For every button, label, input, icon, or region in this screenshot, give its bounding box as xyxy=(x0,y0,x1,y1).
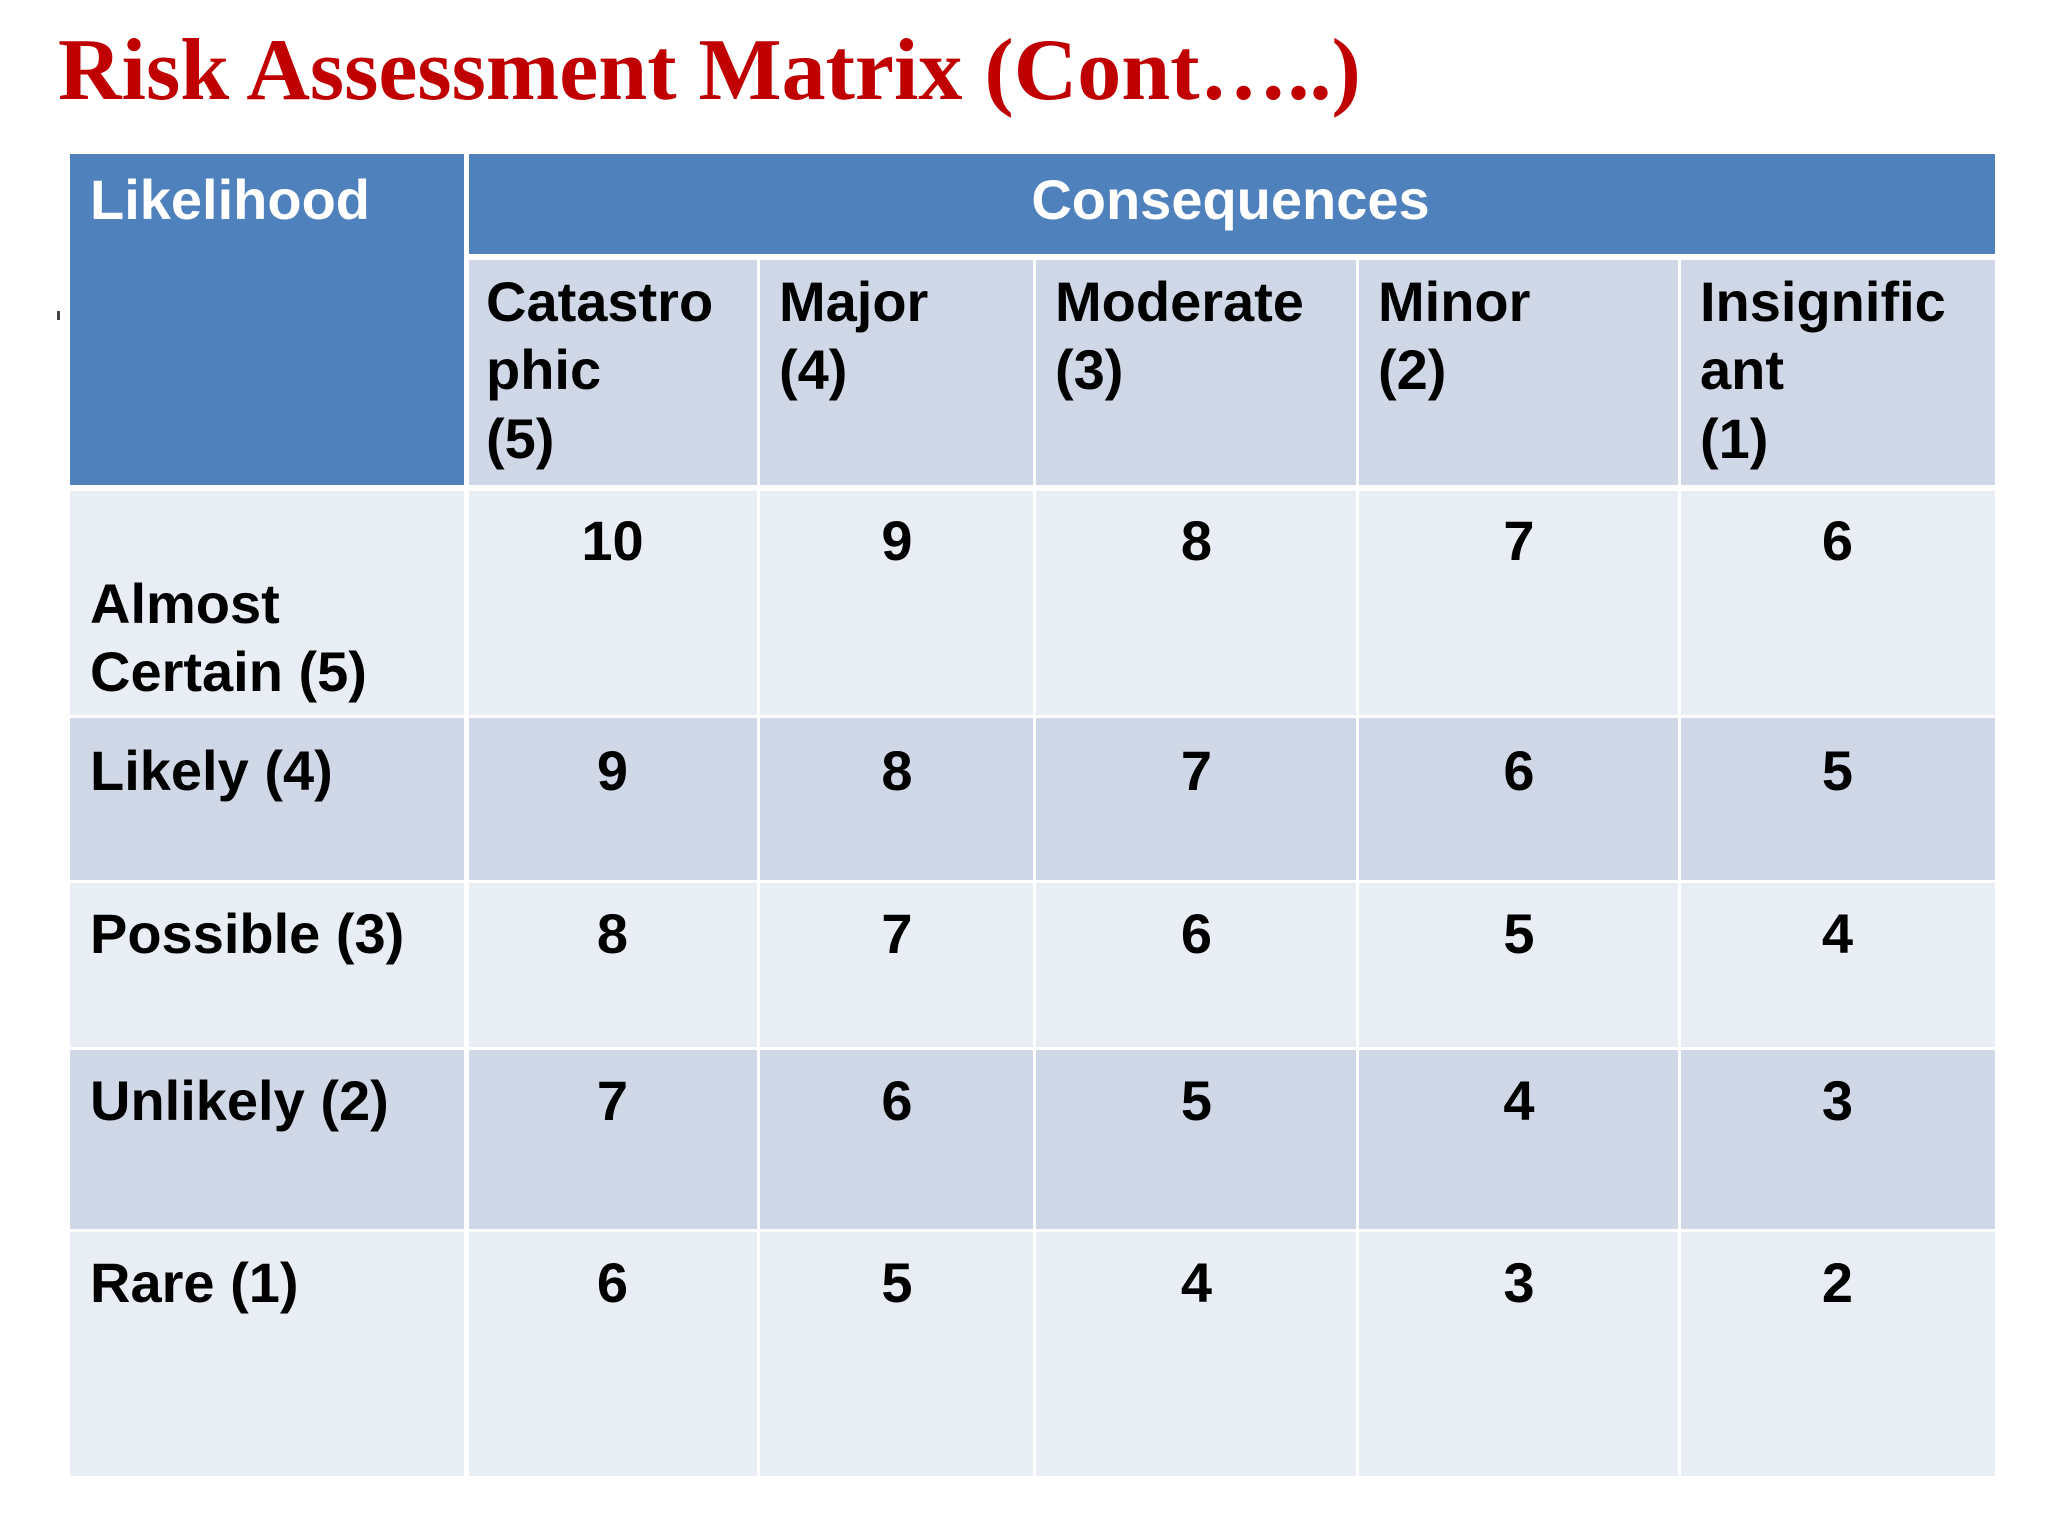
grid-line-horizontal xyxy=(70,715,1995,718)
cell-text-line: Major xyxy=(779,270,929,333)
grid-line-vertical xyxy=(464,154,469,1476)
cell-text-line: Likely (4) xyxy=(90,739,333,802)
risk-score-cell: 4 xyxy=(1035,1231,1358,1476)
stray-mark xyxy=(57,311,60,320)
risk-score-cell: 5 xyxy=(1035,1049,1358,1231)
risk-score-cell: 8 xyxy=(466,882,759,1049)
risk-score-cell: 6 xyxy=(1680,487,1995,717)
cell-text-line: (4) xyxy=(779,338,848,402)
risk-score-cell: 3 xyxy=(1358,1231,1680,1476)
consequence-column-header: Major (4) xyxy=(759,256,1035,487)
consequence-column-header: Moderate (3) xyxy=(1035,256,1358,487)
grid-line-horizontal xyxy=(70,1229,1995,1232)
risk-score-cell: 7 xyxy=(759,882,1035,1049)
grid-line-vertical xyxy=(1356,256,1359,1476)
risk-score-cell: 4 xyxy=(1358,1049,1680,1231)
risk-score-cell: 3 xyxy=(1680,1049,1995,1231)
grid-line-horizontal xyxy=(466,254,1995,260)
risk-matrix-table: Likelihood Consequences Catastro phic (5) Maj… xyxy=(70,154,1995,1476)
slide-title: Risk Assessment Matrix (Cont…..) xyxy=(58,22,1361,119)
risk-score-cell: 9 xyxy=(466,717,759,882)
cell-text-line: (3) xyxy=(1055,338,1124,402)
risk-score-cell: 7 xyxy=(1358,487,1680,717)
likelihood-row-label: Possible (3) xyxy=(70,882,466,1049)
cell-text-line: ant xyxy=(1700,338,1784,402)
cell-text-line: Insignific xyxy=(1700,270,1946,333)
likelihood-row-label: Almost Certain (5) xyxy=(70,487,466,717)
likelihood-row-label: Likely (4) xyxy=(70,717,466,882)
cell-text-line: (2) xyxy=(1378,338,1447,402)
cell-text-line: (5) xyxy=(486,406,555,470)
cell-text-line: (1) xyxy=(1700,406,1769,470)
risk-score-cell: 7 xyxy=(1035,717,1358,882)
risk-score-cell: 6 xyxy=(1358,717,1680,882)
grid-line-vertical xyxy=(757,256,760,1476)
grid-line-horizontal xyxy=(70,485,1995,491)
risk-score-cell: 8 xyxy=(759,717,1035,882)
cell-text-line: Certain (5) xyxy=(90,640,367,704)
risk-score-cell: 10 xyxy=(466,487,759,717)
risk-score-cell: 6 xyxy=(466,1231,759,1476)
consequences-header: Consequences xyxy=(466,154,1995,256)
likelihood-header: Likelihood xyxy=(70,154,466,487)
risk-score-cell: 5 xyxy=(1358,882,1680,1049)
cell-text-line: Minor xyxy=(1378,270,1531,333)
risk-score-cell: 7 xyxy=(466,1049,759,1231)
cell-text-line: Moderate xyxy=(1055,270,1304,333)
risk-score-cell: 5 xyxy=(1680,717,1995,882)
risk-score-cell: 6 xyxy=(1035,882,1358,1049)
risk-score-cell: 4 xyxy=(1680,882,1995,1049)
cell-text-line: Catastro xyxy=(486,270,714,333)
likelihood-row-label: Unlikely (2) xyxy=(70,1049,466,1231)
consequence-column-header: Insignific ant (1) xyxy=(1680,256,1995,487)
grid-line-vertical xyxy=(1033,256,1036,1476)
risk-score-cell: 8 xyxy=(1035,487,1358,717)
risk-score-cell: 9 xyxy=(759,487,1035,717)
likelihood-row-label: Rare (1) xyxy=(70,1231,466,1476)
cell-text-line: Unlikely (2) xyxy=(90,1069,389,1132)
grid-line-horizontal xyxy=(70,1047,1995,1050)
risk-score-cell: 2 xyxy=(1680,1231,1995,1476)
consequence-column-header: Catastro phic (5) xyxy=(466,256,759,487)
risk-score-cell: 6 xyxy=(759,1049,1035,1231)
cell-text-line: Rare (1) xyxy=(90,1251,299,1314)
consequence-column-header: Minor (2) xyxy=(1358,256,1680,487)
grid-line-horizontal xyxy=(70,880,1995,883)
cell-text-line: phic xyxy=(486,338,602,402)
cell-text-line: Almost xyxy=(90,572,280,635)
risk-score-cell: 5 xyxy=(759,1231,1035,1476)
grid-line-vertical xyxy=(1678,256,1681,1476)
cell-text-line: Possible (3) xyxy=(90,902,405,965)
